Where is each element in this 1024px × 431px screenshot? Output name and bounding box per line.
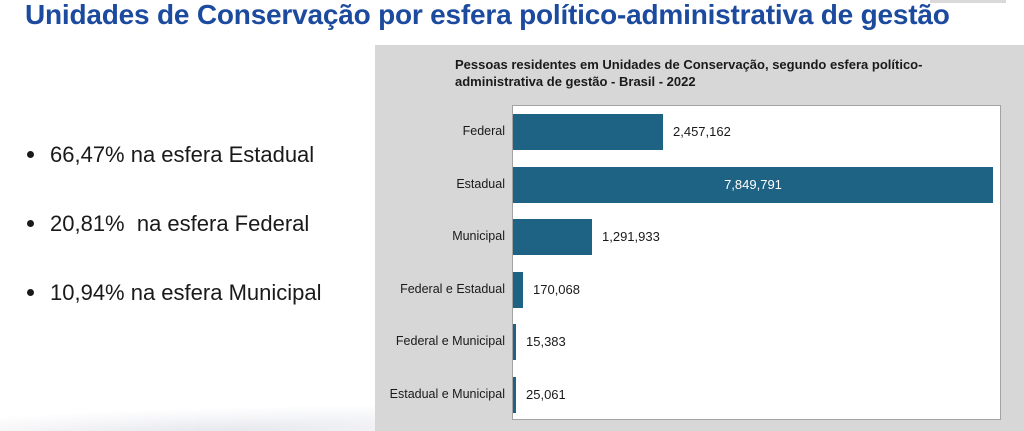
cropped-top-strip xyxy=(930,0,1006,3)
chart-title: Pessoas residentes em Unidades de Conser… xyxy=(455,57,923,89)
bullet-dot-icon xyxy=(27,151,34,158)
bullet-dot-icon xyxy=(27,289,34,296)
category-label: Municipal xyxy=(452,229,505,244)
bar xyxy=(513,376,516,413)
plot-area: 2,457,162 7,849,791 1,291,933 170,068 15,383… xyxy=(512,105,1001,420)
bar xyxy=(513,324,516,361)
bar xyxy=(513,114,663,151)
category-label: Federal xyxy=(462,124,505,139)
chart-panel: Pessoas residentes em Unidades de Conser… xyxy=(375,45,1024,431)
bar xyxy=(513,166,993,203)
bullet-list: 66,47% na esfera Estadual 20,81% na esfer… xyxy=(25,142,365,349)
value-label: 15,383 xyxy=(526,334,566,350)
value-label: 7,849,791 xyxy=(724,176,782,192)
category-label: Estadual xyxy=(456,176,505,191)
value-label: 2,457,162 xyxy=(673,124,731,140)
bullet-item: 66,47% na esfera Estadual xyxy=(25,142,365,168)
category-label: Estadual e Municipal xyxy=(389,386,505,401)
page-title: Unidades de Conservação por esfera polít… xyxy=(25,0,950,30)
bullet-text: 20,81% na esfera Federal xyxy=(50,211,310,236)
bullet-dot-icon xyxy=(27,220,34,227)
bullet-text: 66,47% na esfera Estadual xyxy=(50,142,315,167)
value-label: 1,291,933 xyxy=(602,229,660,245)
category-label: Federal e Estadual xyxy=(400,281,505,296)
category-label: Federal e Municipal xyxy=(395,334,505,349)
bullet-text: 10,94% na esfera Municipal xyxy=(50,280,322,305)
bullet-item: 10,94% na esfera Municipal xyxy=(25,280,365,306)
bar xyxy=(513,271,523,308)
value-label: 25,061 xyxy=(526,386,566,402)
bullet-item: 20,81% na esfera Federal xyxy=(25,211,365,237)
bar xyxy=(513,219,592,256)
value-label: 170,068 xyxy=(533,281,580,297)
